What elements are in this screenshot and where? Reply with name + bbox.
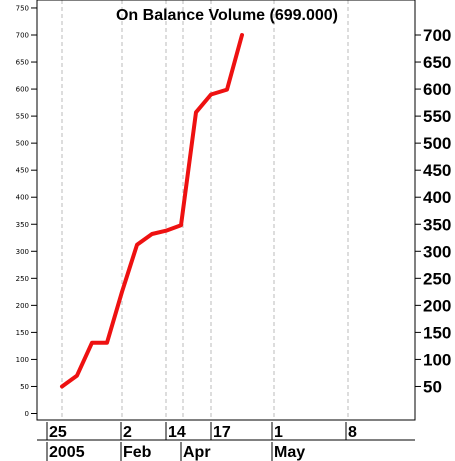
day-label: 8: [348, 424, 357, 441]
right-tick-label: 700: [423, 26, 451, 45]
right-tick-label: 550: [423, 107, 451, 126]
right-tick-label: 600: [423, 80, 451, 99]
right-tick-label: 100: [423, 350, 451, 369]
left-tick-label: 0: [25, 410, 29, 418]
left-tick-label: 50: [20, 383, 29, 391]
obv-point: [120, 290, 124, 294]
right-tick-label: 250: [423, 269, 451, 288]
plot-frame: [36, 0, 416, 421]
right-tick-label: 200: [423, 296, 451, 315]
right-tick-label: 650: [423, 53, 451, 72]
month-label: 2005: [49, 444, 85, 461]
day-label: 2: [123, 424, 132, 441]
date-axis: 25 2 14 17 1 8 2005 Feb Apr May: [46, 422, 357, 461]
right-tick-label: 350: [423, 215, 451, 234]
left-tick-label: 300: [16, 248, 29, 256]
right-tick-label: 500: [423, 134, 451, 153]
left-tick-label: 700: [16, 32, 29, 40]
obv-point: [240, 33, 244, 37]
right-tick-label: 150: [423, 323, 451, 342]
left-tick-label: 150: [16, 329, 29, 337]
obv-point: [209, 92, 213, 97]
day-label: 1: [274, 424, 283, 441]
obv-point: [164, 229, 168, 233]
month-label: Apr: [183, 444, 211, 461]
left-tick-label: 650: [16, 59, 29, 67]
left-tick-label: 450: [16, 167, 29, 175]
right-tick-label: 450: [423, 161, 451, 180]
right-tick-label: 400: [423, 188, 451, 207]
left-tick-label: 100: [16, 356, 29, 364]
left-axis: 0 50 100 150 200 250 300 350 400 450 500 550 600 650 7…: [16, 4, 37, 418]
left-tick-label: 550: [16, 113, 29, 121]
day-label: 14: [168, 424, 186, 441]
obv-point: [194, 110, 198, 114]
day-label: 25: [49, 424, 67, 441]
series-layer: [60, 33, 244, 389]
day-label: 17: [213, 424, 231, 441]
right-axis: 50 100 150 200 250 300 350 400 450 500 550 600 650 70…: [415, 26, 451, 396]
obv-point: [90, 341, 94, 345]
left-tick-label: 600: [16, 86, 29, 94]
obv-point: [105, 341, 109, 345]
obv-point: [150, 232, 154, 236]
left-tick-label: 400: [16, 194, 29, 202]
left-tick-label: 750: [16, 4, 29, 12]
left-tick-label: 350: [16, 221, 29, 229]
obv-point: [179, 223, 183, 227]
month-label: Feb: [123, 444, 152, 461]
month-label: May: [274, 444, 305, 461]
right-tick-label: 300: [423, 242, 451, 261]
obv-point: [75, 374, 79, 378]
left-tick-label: 200: [16, 302, 29, 310]
obv-point: [135, 243, 139, 247]
left-tick-label: 250: [16, 275, 29, 283]
obv-point: [225, 88, 229, 92]
obv-point: [60, 384, 64, 389]
chart-title: On Balance Volume (699.000): [116, 7, 338, 24]
grid-lines: [61, 0, 349, 420]
left-tick-label: 500: [16, 140, 29, 148]
right-tick-label: 50: [423, 377, 442, 396]
